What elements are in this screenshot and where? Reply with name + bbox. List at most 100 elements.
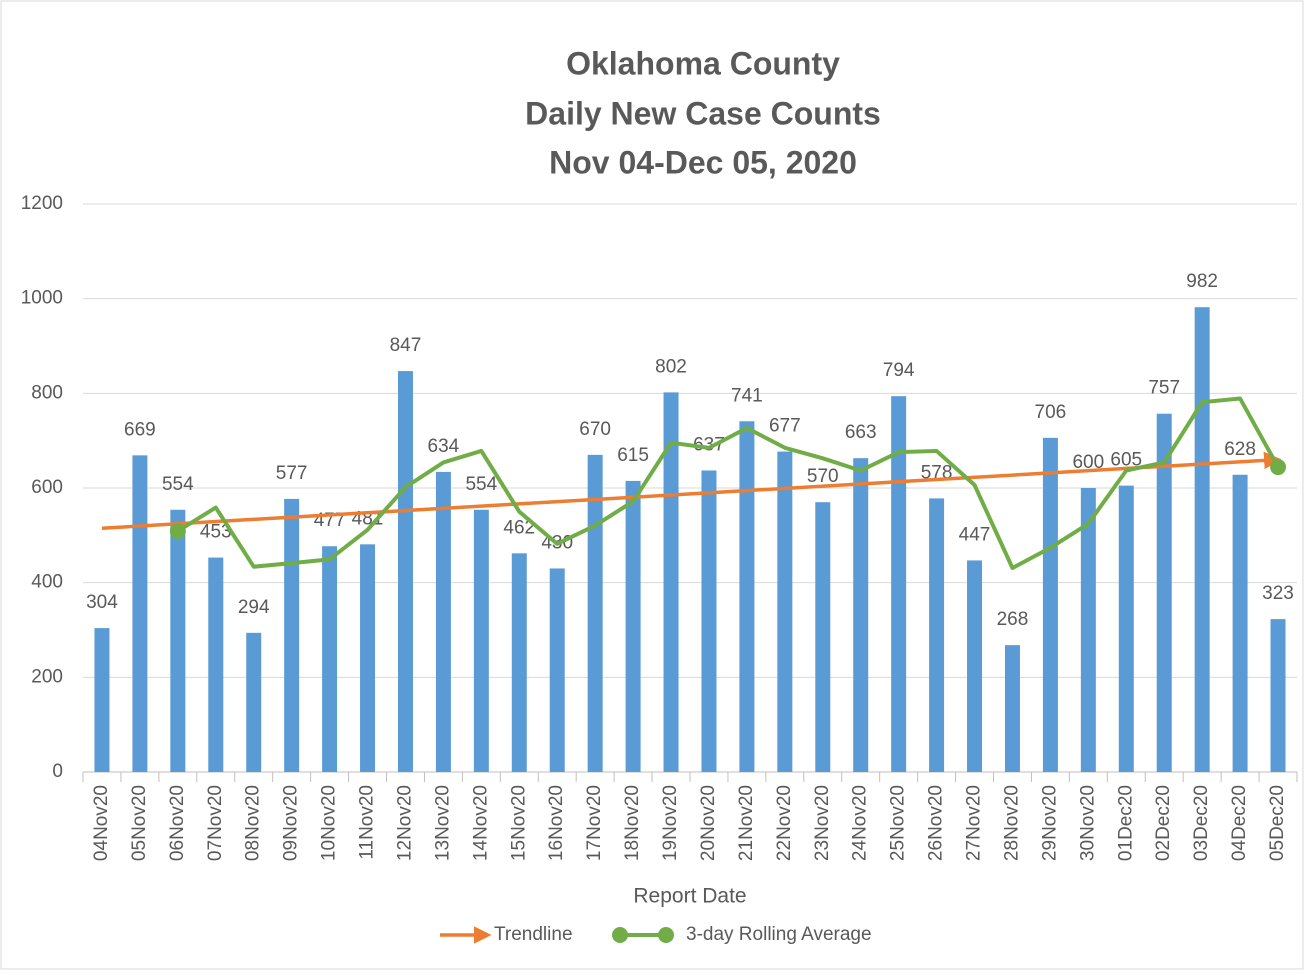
data-label: 802 [655,356,687,377]
x-tick-label: 11Nov20 [357,785,378,860]
data-label: 294 [238,597,270,618]
data-label: 669 [124,419,156,440]
data-label: 637 [693,435,725,456]
data-label: 628 [1224,439,1256,460]
data-label: 634 [428,436,460,457]
chart-title: Nov 04-Dec 05, 2020 [549,144,857,180]
x-tick-label: 30Nov20 [1077,785,1098,861]
data-label: 554 [162,474,194,495]
bar [208,557,224,772]
bar [435,471,451,772]
x-tick-label: 22Nov20 [774,785,795,861]
data-label: 677 [769,416,801,437]
bar [132,455,148,772]
x-tick-label: 02Dec20 [1153,785,1174,861]
bar [777,451,793,772]
bar [967,560,983,772]
bar [1042,437,1058,772]
x-tick-label: 28Nov20 [1001,785,1022,861]
x-tick-label: 19Nov20 [660,785,681,861]
bar [1118,485,1134,772]
bar [739,421,755,772]
y-tick-label: 600 [31,477,63,498]
x-tick-label: 12Nov20 [394,785,415,861]
x-tick-label: 14Nov20 [470,785,491,861]
x-axis-label: Report Date [633,885,746,908]
x-tick-label: 21Nov20 [736,785,757,861]
data-label: 323 [1262,583,1294,604]
y-tick-label: 200 [31,666,63,687]
x-tick-label: 18Nov20 [622,785,643,861]
bar [170,509,186,772]
x-tick-label: 05Dec20 [1267,785,1288,861]
data-label: 706 [1035,402,1067,423]
legend-label: 3-day Rolling Average [686,924,872,945]
bar [1004,645,1020,772]
x-tick-label: 13Nov20 [432,785,453,861]
data-label: 757 [1148,378,1180,399]
bar [473,509,489,772]
data-label: 570 [807,466,839,487]
bar [1270,619,1286,772]
bar [360,544,376,772]
x-tick-label: 26Nov20 [926,785,947,861]
y-tick-label: 1200 [21,193,63,214]
bar [1080,488,1096,772]
x-tick-label: 07Nov20 [205,785,226,861]
bar [284,498,300,772]
chart-title: Daily New Case Counts [525,95,881,131]
x-tick-label: 25Nov20 [888,785,909,861]
data-label: 982 [1186,271,1218,292]
data-label: 462 [503,517,535,538]
bar [511,553,527,772]
end-marker [1270,459,1287,476]
x-tick-label: 04Dec20 [1229,785,1250,861]
x-tick-label: 01Dec20 [1115,785,1136,861]
chart-title: Oklahoma County [566,45,840,81]
end-marker [169,523,186,540]
data-label: 554 [465,474,497,495]
bar [1156,413,1172,772]
legend-dot [658,927,674,943]
bar [663,392,679,772]
data-label: 453 [200,522,232,543]
bar [701,470,717,772]
x-tick-label: 10Nov20 [319,785,340,861]
y-tick-label: 400 [31,572,63,593]
x-tick-label: 04Nov20 [91,785,112,861]
data-label: 605 [1110,450,1142,471]
data-label: 268 [997,609,1029,630]
x-tick-label: 03Dec20 [1191,785,1212,861]
bar [625,480,641,772]
x-tick-label: 06Nov20 [167,785,188,861]
line-series [176,396,1280,570]
bar [587,454,603,772]
x-tick-label: 17Nov20 [584,785,605,861]
bar [94,628,110,772]
data-label: 600 [1072,452,1104,473]
y-tick-label: 1000 [21,288,63,309]
x-tick-label: 09Nov20 [281,785,302,861]
bar [246,632,262,772]
bar [929,498,945,772]
y-tick-label: 0 [52,761,63,782]
data-label: 615 [617,445,649,466]
legend-dot [612,927,628,943]
data-label: 447 [959,524,991,545]
bar [853,458,869,772]
data-label: 577 [276,463,308,484]
x-tick-label: 15Nov20 [508,785,529,861]
data-label: 670 [579,419,611,440]
legend-label: Trendline [494,924,573,945]
data-label: 304 [86,592,118,613]
x-tick-label: 29Nov20 [1039,785,1060,861]
bar [1232,474,1248,772]
bar [815,502,831,772]
data-label: 741 [731,385,763,406]
data-label: 794 [883,360,915,381]
trendline [101,451,1282,530]
x-tick-label: 05Nov20 [129,785,150,861]
